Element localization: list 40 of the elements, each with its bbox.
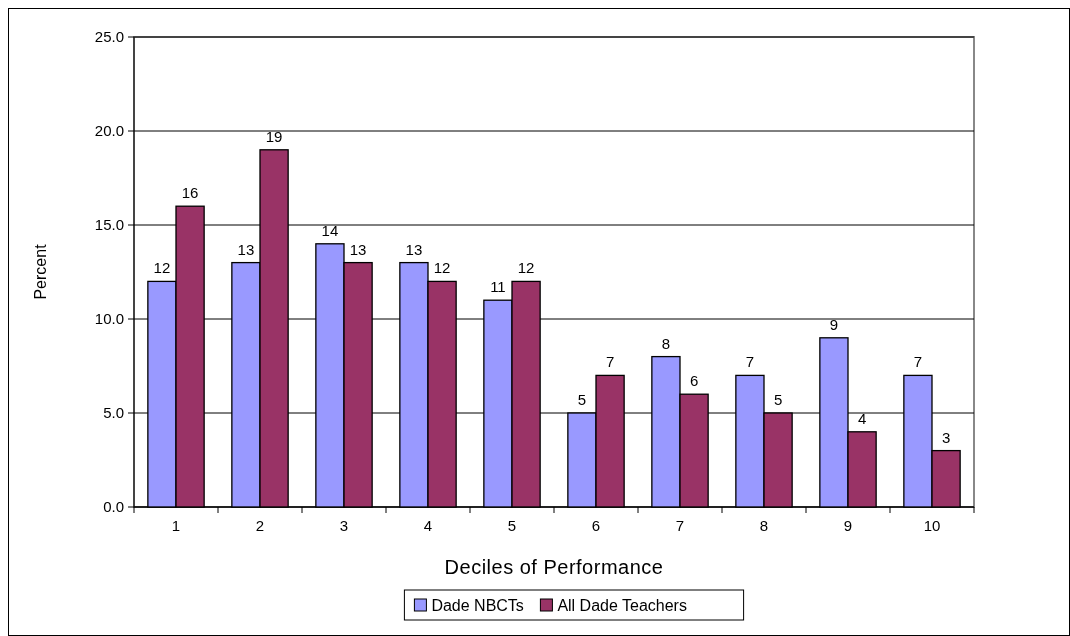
legend-label: All Dade Teachers [557, 596, 687, 614]
data-label: 5 [577, 391, 587, 408]
x-tick-label: 7 [675, 517, 685, 534]
y-tick-label: 20.0 [94, 122, 124, 140]
y-tick-label: 0.0 [103, 498, 124, 516]
data-label: 13 [349, 240, 367, 258]
data-label: 12 [433, 259, 451, 277]
y-axis-title: Percent [32, 243, 49, 300]
data-label: 5 [773, 391, 783, 408]
data-label: 12 [153, 259, 171, 277]
y-tick-label: 15.0 [94, 216, 124, 234]
data-label: 6 [689, 372, 699, 390]
x-tick-label: 10 [923, 517, 941, 534]
y-tick-label: 10.0 [94, 310, 124, 328]
data-label: 19 [265, 127, 283, 145]
data-label: 13 [405, 240, 423, 258]
data-label: 13 [237, 240, 255, 258]
data-label: 11 [490, 278, 506, 296]
y-tick-label: 25.0 [94, 28, 124, 46]
legend-label: Dade NBCTs [431, 596, 524, 614]
data-label: 9 [829, 315, 839, 333]
data-label: 7 [745, 353, 755, 371]
y-tick-label: 5.0 [103, 404, 124, 422]
data-label: 8 [661, 334, 671, 352]
x-tick-label: 4 [423, 517, 433, 534]
data-label: 14 [321, 221, 339, 239]
x-tick-label: 1 [171, 517, 181, 534]
data-label: 16 [181, 184, 199, 202]
x-axis-title: Deciles of Performance [444, 556, 664, 578]
data-label: 4 [857, 409, 867, 427]
data-label: 7 [913, 353, 923, 371]
x-tick-label: 5 [507, 517, 517, 534]
x-tick-label: 3 [339, 517, 349, 534]
data-label: 7 [605, 353, 615, 371]
x-tick-label: 9 [843, 517, 853, 534]
data-label: 3 [941, 428, 951, 446]
data-label: 12 [517, 259, 535, 277]
x-tick-label: 8 [759, 517, 769, 534]
x-tick-label: 2 [255, 517, 265, 534]
x-tick-label: 6 [591, 517, 601, 534]
